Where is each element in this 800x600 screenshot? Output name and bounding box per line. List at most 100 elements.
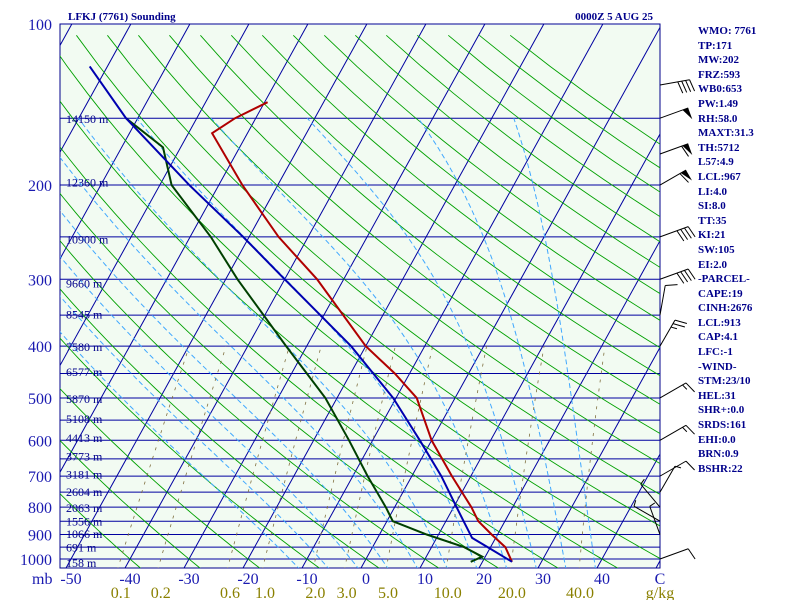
wind-barb-staff <box>640 483 661 508</box>
index-item: SW:105 <box>698 243 735 256</box>
height-label: 8545 m <box>66 308 103 322</box>
wind-barb-staff <box>659 285 666 316</box>
time-title: 0000Z 5 AUG 25 <box>575 11 653 23</box>
wind-barb-full <box>684 270 692 281</box>
moist-adiabat <box>210 117 508 568</box>
wind-barb-full <box>681 145 689 157</box>
isotherm-line <box>60 24 309 474</box>
mixing-ratio-line <box>117 345 190 568</box>
wind-barb-staff <box>659 465 676 493</box>
dry-adiabat <box>138 35 660 465</box>
wind-barb-full <box>687 268 696 280</box>
temperature-tick-label: -50 <box>60 571 81 588</box>
height-label: 2604 m <box>66 485 103 499</box>
isobar-grid <box>60 24 660 560</box>
isotherm-line <box>419 133 660 568</box>
index-item: LCL:967 <box>698 170 741 183</box>
mixing-ratio-line <box>312 345 368 568</box>
wind-barb <box>649 502 661 535</box>
dry-adiabat <box>60 337 321 568</box>
wind-barb-full <box>685 460 695 471</box>
isotherm-line <box>478 239 660 568</box>
pressure-tick-label: 700 <box>28 469 52 486</box>
index-item: SRDS:161 <box>698 419 747 432</box>
height-label: 4413 m <box>66 431 103 445</box>
wind-barb <box>659 460 695 477</box>
pressure-tick-label: 400 <box>28 339 52 356</box>
wind-barb-staff <box>659 226 689 238</box>
isotherm-line <box>60 24 250 367</box>
wind-barb-staff <box>633 505 661 522</box>
index-item: TH:5712 <box>698 141 740 154</box>
index-item: SHR+:0.0 <box>698 404 745 417</box>
moist-adiabat <box>513 118 596 568</box>
isotherm-line <box>360 26 660 568</box>
temperature-tick-label: C <box>655 571 666 588</box>
index-item: HEL:31 <box>698 389 736 402</box>
temperature-tick-label: -30 <box>178 571 199 588</box>
profile-lines <box>88 65 513 563</box>
wind-barb-full <box>676 230 685 242</box>
wind-barb-flag <box>682 107 693 120</box>
index-item: KI:21 <box>698 229 726 242</box>
wind-barb-half <box>682 384 688 390</box>
temperature-tick-label: 10 <box>417 571 433 588</box>
index-item: EI:2.0 <box>698 258 728 271</box>
plot-area <box>59 23 661 569</box>
wind-barb-full <box>665 284 678 287</box>
wind-barb-half <box>640 478 645 485</box>
dry-adiabat <box>60 100 619 568</box>
temperature-tick-label: -40 <box>119 571 140 588</box>
dry-adiabat <box>60 55 660 559</box>
index-item: CAP:4.1 <box>698 331 739 344</box>
wind-barb <box>659 169 692 186</box>
wind-barb <box>659 79 696 94</box>
pressure-tick-label: 500 <box>28 391 52 408</box>
height-label: 7580 m <box>66 340 103 354</box>
wind-barb-full <box>685 382 695 393</box>
wind-barb-full <box>685 424 695 435</box>
wind-barb-staff <box>659 143 689 155</box>
height-label: 6577 m <box>66 365 103 379</box>
height-label: 9660 m <box>66 276 103 290</box>
wind-barb <box>659 424 695 441</box>
dry-adiabat <box>60 192 500 568</box>
mixing-ratio-unit-label: g/kg <box>646 585 674 600</box>
wind-barb <box>659 284 678 316</box>
parcel-profile-line <box>88 65 513 563</box>
index-item: STM:23/10 <box>698 375 751 388</box>
wind-barb <box>633 500 661 522</box>
wind-barb-half <box>649 502 656 507</box>
dry-adiabat <box>261 34 660 349</box>
dry-adiabat <box>60 439 201 568</box>
plot-frame <box>59 23 661 569</box>
index-item: MAXT:31.3 <box>698 127 754 140</box>
dry-adiabat <box>169 35 660 434</box>
pressure-tick-label: 800 <box>28 500 52 517</box>
wind-barb-half <box>670 326 678 330</box>
wind-barb-full <box>684 227 692 239</box>
wind-barb <box>640 478 661 508</box>
isotherm-line <box>183 24 486 568</box>
wind-barb-full <box>680 229 689 240</box>
wind-barb-full <box>679 173 689 183</box>
wind-barb-full <box>689 79 696 92</box>
temperature-tick-label: -20 <box>237 571 258 588</box>
dry-adiabat-grid <box>60 34 660 568</box>
index-item: BRN:0.9 <box>698 448 739 461</box>
wind-barb-staff <box>659 79 690 86</box>
wind-barb-full <box>687 548 696 560</box>
pressure-tick-label: 100 <box>28 17 52 34</box>
height-label: 5108 m <box>66 412 103 426</box>
height-label: 1556 m <box>66 514 103 528</box>
mixing-ratio-tick-label: 0.6 <box>220 585 240 600</box>
moist-adiabat <box>60 156 419 568</box>
temperature-tick-label: 20 <box>476 571 492 588</box>
pressure-tick-label: 900 <box>28 528 52 545</box>
moist-adiabat <box>60 210 389 568</box>
wind-barb <box>659 226 696 242</box>
moist-adiabat <box>60 295 329 568</box>
isotherm-line <box>537 346 660 568</box>
